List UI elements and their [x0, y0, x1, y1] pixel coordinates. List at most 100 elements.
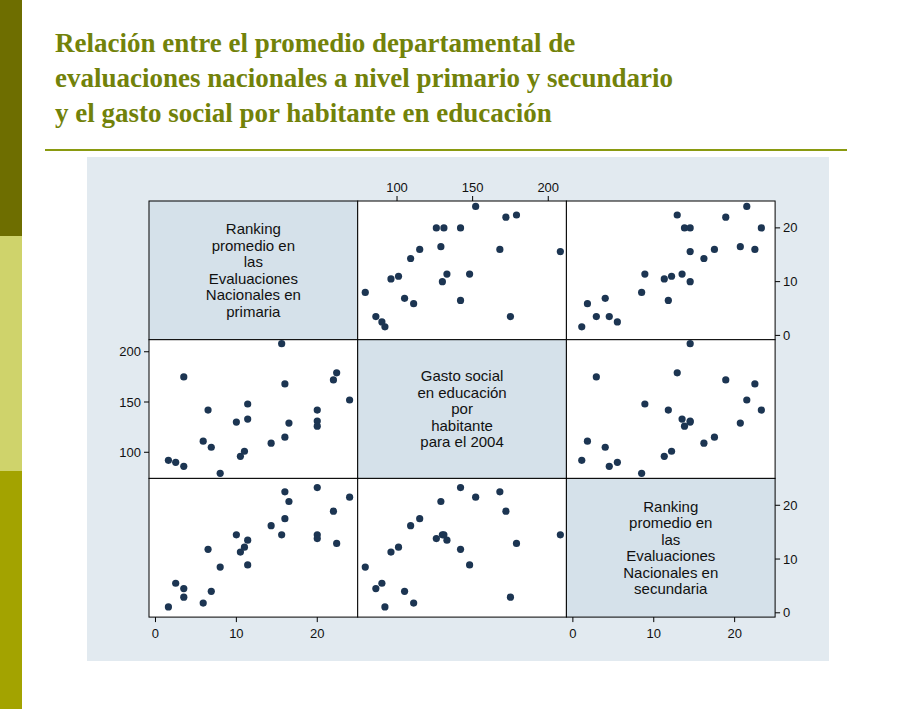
point [285, 498, 292, 505]
point [513, 211, 520, 218]
point [513, 540, 520, 547]
point [722, 214, 729, 221]
point [281, 515, 288, 522]
point [466, 271, 473, 278]
point [638, 470, 645, 477]
point [443, 271, 450, 278]
point [700, 440, 707, 447]
point [507, 313, 514, 320]
tick-label: 150 [119, 395, 141, 410]
point [457, 297, 464, 304]
point [378, 580, 385, 587]
tick-label: 200 [537, 180, 559, 195]
variable-label: las [661, 531, 680, 548]
tick [144, 452, 149, 453]
point [387, 548, 394, 555]
point [674, 211, 681, 218]
tick [236, 617, 237, 622]
point [204, 406, 211, 413]
point [751, 246, 758, 253]
point [233, 531, 240, 538]
point [333, 540, 340, 547]
point [200, 438, 207, 445]
point [557, 531, 564, 538]
points [578, 203, 765, 331]
point [687, 418, 694, 425]
title: y el gasto social por habitante en educa… [55, 98, 552, 128]
point [278, 531, 285, 538]
point [407, 522, 414, 529]
point [593, 373, 600, 380]
point [314, 484, 321, 491]
point [278, 340, 285, 347]
point [180, 373, 187, 380]
variable-label: promedio en [629, 514, 712, 531]
point [472, 203, 479, 210]
point [758, 406, 765, 413]
point [681, 423, 688, 430]
point [410, 600, 417, 607]
tick [775, 335, 780, 336]
tick-label: 0 [783, 605, 790, 620]
point [217, 564, 224, 571]
point [678, 271, 685, 278]
point [362, 289, 369, 296]
point [172, 459, 179, 466]
variable-label: en educación [417, 384, 506, 401]
tick [775, 281, 780, 282]
point [557, 248, 564, 255]
point [758, 224, 765, 231]
point [233, 419, 240, 426]
variable-label: habitante [431, 417, 493, 434]
point [416, 246, 423, 253]
point [661, 275, 668, 282]
tick-label: 10 [229, 626, 243, 641]
point [668, 448, 675, 455]
title-rule [45, 149, 847, 151]
point [711, 434, 718, 441]
point [687, 248, 694, 255]
stripe [0, 0, 22, 236]
point [244, 416, 251, 423]
plot-area [149, 340, 358, 479]
tick-label: 200 [119, 344, 141, 359]
point [602, 444, 609, 451]
point [372, 313, 379, 320]
tick-label: 20 [783, 498, 797, 513]
tick [653, 617, 654, 622]
point [330, 376, 337, 383]
point [395, 544, 402, 551]
variable-label: Nacionales en [623, 564, 718, 581]
point [440, 531, 447, 538]
tick [397, 196, 398, 201]
plot-area [358, 478, 567, 617]
variable-label: promedio en [212, 237, 295, 254]
point [281, 488, 288, 495]
variable-label: Ranking [226, 220, 281, 237]
point [678, 416, 685, 423]
points [362, 484, 564, 611]
variable-label: Gasto social [421, 367, 504, 384]
title: evaluaciones nacionales a nivel primario… [55, 63, 673, 93]
point [410, 300, 417, 307]
point [665, 297, 672, 304]
tick-label: 0 [783, 328, 790, 343]
point [241, 544, 248, 551]
point [457, 484, 464, 491]
point [268, 522, 275, 529]
point [440, 224, 447, 231]
tick [155, 617, 156, 622]
point [472, 494, 479, 501]
stripe [0, 236, 22, 471]
point [268, 440, 275, 447]
variable-label: por [451, 400, 473, 417]
point [407, 255, 414, 262]
diagonal-cell [149, 201, 358, 340]
point [584, 438, 591, 445]
point [208, 444, 215, 451]
diagonal-cell [566, 478, 775, 617]
point [433, 535, 440, 542]
point [314, 406, 321, 413]
point [437, 243, 444, 250]
point [674, 369, 681, 376]
